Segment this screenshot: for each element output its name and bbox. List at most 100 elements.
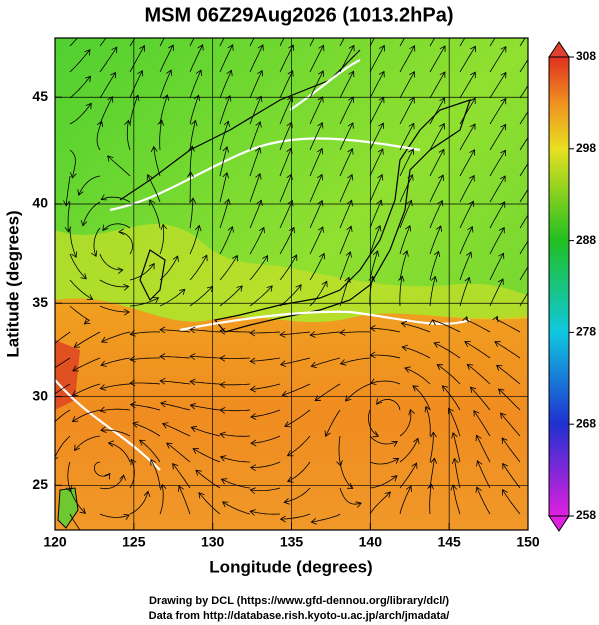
stream-arrow <box>339 359 347 366</box>
streamline <box>139 439 161 463</box>
streamline <box>489 46 507 73</box>
stream-arrow <box>317 96 324 103</box>
stream-arrow <box>288 226 295 234</box>
streamline <box>249 173 261 203</box>
stream-arrow <box>439 122 445 130</box>
stream-arrow <box>219 381 226 389</box>
streamline <box>459 38 466 47</box>
stream-arrow <box>107 96 114 103</box>
stream-arrow <box>74 444 81 452</box>
streamline <box>399 97 415 125</box>
stream-arrow <box>222 501 229 508</box>
streamline <box>339 71 354 99</box>
streamline <box>399 71 415 99</box>
stream-arrow <box>189 197 197 204</box>
streamline <box>101 196 131 203</box>
streamline <box>67 201 71 232</box>
streamline <box>452 484 461 515</box>
stream-arrow <box>462 315 469 323</box>
stream-arrow <box>227 225 234 233</box>
stream-arrow <box>409 45 416 52</box>
streamline <box>219 172 228 203</box>
streamline <box>433 342 461 359</box>
streamline <box>162 423 191 437</box>
stream-arrow <box>82 533 88 539</box>
stream-arrow <box>450 484 458 491</box>
stream-arrow <box>137 70 144 77</box>
streamline <box>159 484 164 515</box>
stream-arrow <box>502 462 509 470</box>
stream-arrow <box>372 250 380 257</box>
streamline <box>69 149 76 178</box>
stream-arrow <box>531 177 536 183</box>
stream-arrow <box>466 363 474 370</box>
streamline <box>339 148 353 177</box>
stream-arrow <box>189 353 196 360</box>
stream-arrow <box>257 44 264 51</box>
streamline <box>369 71 385 99</box>
stream-arrow <box>408 408 415 416</box>
streamline <box>249 200 262 229</box>
stream-arrow <box>500 97 507 105</box>
stream-arrow <box>372 431 380 438</box>
streamline <box>250 461 281 468</box>
stream-arrow <box>391 441 398 447</box>
streamline <box>502 463 521 489</box>
streamline <box>429 458 435 489</box>
stream-arrow <box>227 44 234 51</box>
streamline <box>69 227 77 258</box>
streamline <box>130 331 161 335</box>
streamline <box>279 70 294 99</box>
streamline <box>279 96 293 125</box>
streamline <box>189 69 202 99</box>
streamline <box>93 227 101 257</box>
stream-arrow <box>189 378 196 386</box>
stream-arrow <box>157 119 165 126</box>
taiwan <box>57 487 79 529</box>
streamline <box>99 279 129 288</box>
stream-arrow <box>189 402 197 410</box>
streamline <box>101 331 131 343</box>
colorbar-tick-label: 268 <box>576 416 596 430</box>
streamline <box>339 38 345 47</box>
stream-arrow <box>107 155 114 162</box>
stream-arrow <box>314 395 321 402</box>
streamline <box>250 435 281 444</box>
stream-arrow <box>339 329 346 336</box>
stream-arrow <box>72 365 79 372</box>
streamline <box>147 174 161 203</box>
stream-arrow <box>531 73 536 79</box>
streamline <box>399 438 419 463</box>
stream-arrow <box>159 353 166 360</box>
stream-arrow <box>346 225 353 232</box>
stream-arrow <box>172 255 179 262</box>
stream-arrow <box>123 514 130 521</box>
stream-arrow <box>249 385 256 393</box>
streamline <box>279 122 292 151</box>
stream-arrow <box>249 509 256 516</box>
streamline <box>160 380 191 385</box>
streamline <box>311 513 341 523</box>
streamline <box>69 513 81 530</box>
stream-arrow <box>347 147 354 155</box>
stream-arrow <box>501 489 508 496</box>
streamline <box>399 409 412 437</box>
stream-arrow <box>279 331 286 338</box>
stream-arrow <box>159 326 166 334</box>
streamline <box>459 97 476 125</box>
stream-arrow <box>345 395 352 402</box>
y-tick-label: 30 <box>32 387 48 403</box>
streamline <box>129 382 161 385</box>
stream-arrow <box>85 102 92 110</box>
stream-arrow <box>256 95 263 102</box>
streamline <box>99 96 113 125</box>
stream-arrow <box>283 498 290 505</box>
streamline <box>452 432 461 463</box>
streamline <box>221 478 251 489</box>
streamline <box>429 123 445 151</box>
stream-arrow <box>219 355 226 362</box>
stream-arrow <box>317 121 324 129</box>
streamline <box>473 410 491 437</box>
stream-arrow <box>379 44 385 52</box>
streamline <box>219 226 233 255</box>
